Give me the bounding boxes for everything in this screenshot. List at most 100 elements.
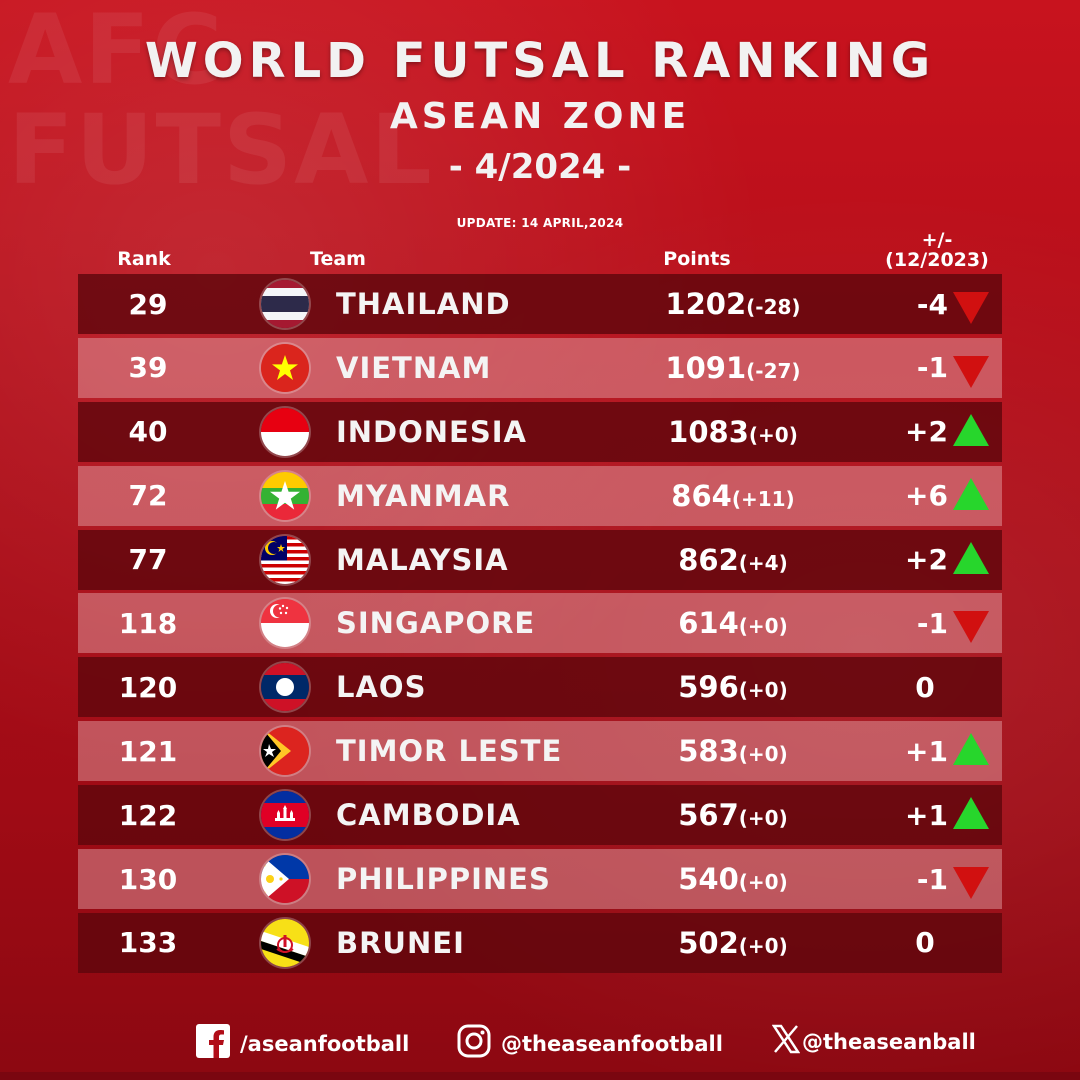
column-header-points: Points <box>663 248 731 270</box>
points-cell: 1202(-28) <box>618 287 848 321</box>
arrow-up-icon <box>953 413 989 446</box>
team-name: SINGAPORE <box>336 606 536 641</box>
points-delta: (+0) <box>738 933 788 958</box>
table-row: 72 MYANMAR 864(+11) +6 <box>78 465 1002 526</box>
rank-value: 120 <box>118 670 178 704</box>
table-row: 29 THAILAND 1202(-28) -4 <box>78 274 1002 334</box>
arrow-down-icon <box>953 867 989 900</box>
arrow-up-icon <box>953 733 989 766</box>
points-delta: (+4) <box>738 550 788 575</box>
points-cell: 567(+0) <box>618 798 848 832</box>
points-value: 540 <box>678 862 739 897</box>
rank-change: -1 <box>916 351 948 385</box>
vietnam-flag <box>261 343 309 392</box>
rank-value: 133 <box>118 926 178 960</box>
rank-change: +1 <box>905 734 948 768</box>
points-value: 502 <box>678 925 739 960</box>
points-value: 1202 <box>665 287 747 321</box>
rank-change: +1 <box>905 798 948 832</box>
table-row: 118 SINGAPORE 614(+0) -1 <box>78 593 1002 654</box>
points-value: 583 <box>678 734 739 769</box>
points-value: 1083 <box>668 414 749 449</box>
points-value: 1091 <box>665 350 747 385</box>
points-cell: 583(+0) <box>618 734 848 768</box>
page-subtitle: ASEAN ZONE <box>389 96 691 137</box>
column-header-team: Team <box>310 248 366 270</box>
arrow-down-icon <box>953 611 989 644</box>
instagram-link[interactable]: @theaseanfootball <box>457 1024 723 1063</box>
team-name: INDONESIA <box>336 414 527 449</box>
table-row: 120 LAOS 596(+0) 0 <box>78 657 1002 718</box>
rank-value: 40 <box>128 415 168 449</box>
points-cell: 864(+11) <box>618 479 848 513</box>
thailand-flag <box>261 280 309 328</box>
points-cell: 502(+0) <box>618 926 848 960</box>
points-delta: (+0) <box>738 870 788 895</box>
facebook-link[interactable]: /aseanfootball <box>196 1024 409 1063</box>
philippines-flag <box>261 855 309 904</box>
points-delta: (+0) <box>738 678 788 703</box>
rank-value: 122 <box>118 798 178 832</box>
cambodia-flag <box>261 791 309 840</box>
x-handle: @theaseanball <box>802 1029 976 1054</box>
points-value: 567 <box>678 798 739 833</box>
points-value: 596 <box>678 670 739 705</box>
points-value: 864 <box>671 478 732 513</box>
rank-value: 118 <box>118 606 178 640</box>
page-title: WORLD FUTSAL RANKING <box>144 33 936 89</box>
points-delta: (+11) <box>731 486 795 511</box>
team-name: VIETNAM <box>336 350 492 385</box>
table-row: 39 VIETNAM 1091(-27) -1 <box>78 337 1002 398</box>
table-row: 40 INDONESIA 1083(+0) +2 <box>78 401 1002 462</box>
arrow-up-icon <box>953 541 989 574</box>
table-row: 133 BRUNEI 502(+0) 0 <box>78 912 1002 973</box>
table-row: 122 CAMBODIA 567(+0) +1 <box>78 785 1002 846</box>
arrow-up-icon <box>953 477 989 510</box>
points-delta: (-28) <box>746 295 801 319</box>
rank-value: 72 <box>128 479 168 513</box>
header: WORLD FUTSAL RANKING ASEAN ZONE - 4/2024… <box>0 30 1080 230</box>
rank-change: +2 <box>905 415 948 449</box>
points-cell: 1083(+0) <box>618 415 848 449</box>
team-name: MYANMAR <box>336 478 511 513</box>
timor-leste-flag <box>261 727 309 776</box>
rank-change: +2 <box>905 543 948 577</box>
arrow-down-icon <box>953 355 989 388</box>
table-row: 121 TIMOR LESTE 583(+0) +1 <box>78 721 1002 782</box>
laos-flag <box>261 663 309 712</box>
team-name: LAOS <box>336 670 427 705</box>
x-icon <box>771 1024 801 1059</box>
rank-change: +6 <box>905 479 948 513</box>
points-cell: 540(+0) <box>618 862 848 896</box>
x-link[interactable]: @theaseanball <box>771 1024 976 1059</box>
malaysia-flag <box>261 535 309 584</box>
column-header-change: +/- (12/2023) <box>880 230 994 270</box>
ranking-table: 29 THAILAND 1202(-28) -4 39 VIETNAM 1091(-27) -… <box>78 274 1002 977</box>
points-value: 862 <box>678 542 739 577</box>
team-name: CAMBODIA <box>336 798 521 833</box>
table-row: 130 PHILIPPINES 540(+0) -1 <box>78 849 1002 910</box>
column-header-rank: Rank <box>117 248 171 270</box>
rank-change: 0 <box>915 670 935 704</box>
points-cell: 596(+0) <box>618 670 848 704</box>
rank-change: -4 <box>916 287 948 321</box>
team-name: THAILAND <box>336 287 511 321</box>
rank-change: -1 <box>916 606 948 640</box>
points-delta: (-27) <box>746 358 801 383</box>
team-name: PHILIPPINES <box>336 862 551 897</box>
arrow-down-icon <box>953 292 989 324</box>
team-name: BRUNEI <box>336 925 465 960</box>
column-header-change-symbol: +/- <box>921 229 953 251</box>
rank-change: 0 <box>915 926 935 960</box>
team-name: MALAYSIA <box>336 542 509 577</box>
brunei-flag <box>261 918 309 967</box>
column-header-change-period: (12/2023) <box>885 249 989 271</box>
footer: /aseanfootball @theaseanfootball @thease… <box>0 1024 1080 1064</box>
period-label: - 4/2024 - <box>448 147 632 187</box>
table-row: 77 MALAYSIA 862(+4) +2 <box>78 529 1002 590</box>
points-cell: 614(+0) <box>618 606 848 640</box>
points-delta: (+0) <box>738 742 788 767</box>
indonesia-flag <box>261 407 309 456</box>
rank-value: 121 <box>118 734 178 768</box>
rank-value: 77 <box>128 543 168 577</box>
